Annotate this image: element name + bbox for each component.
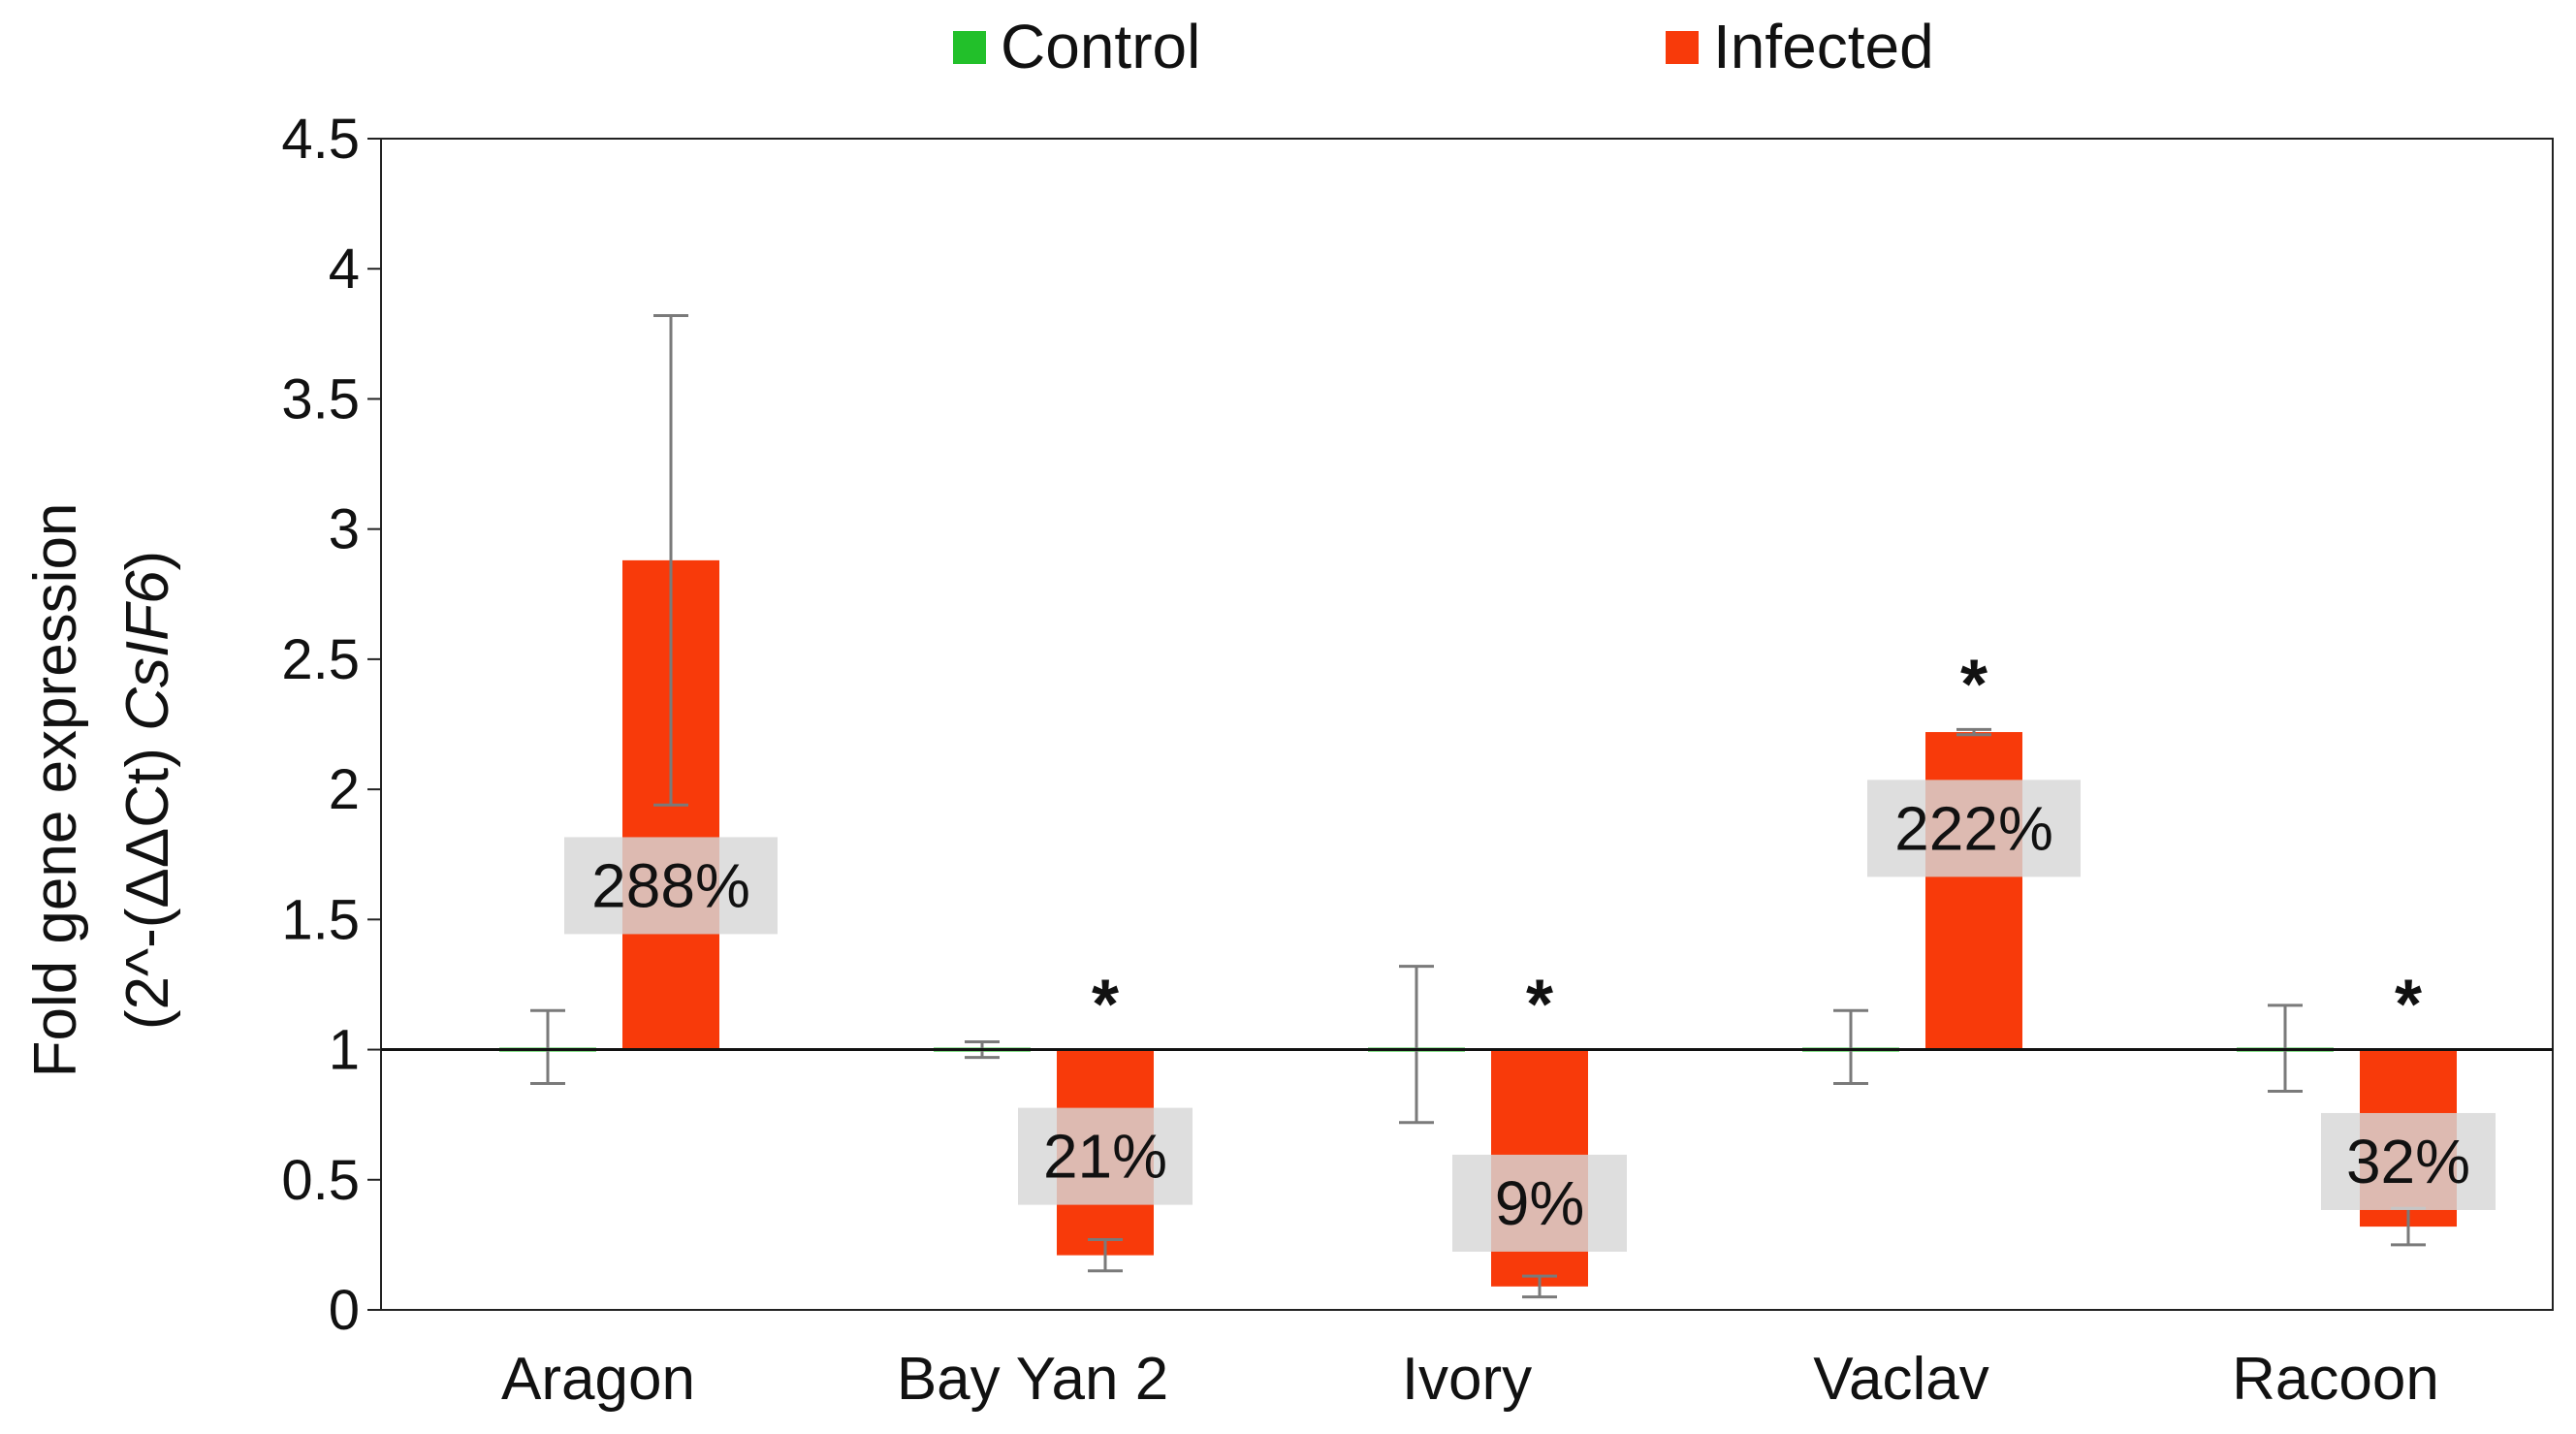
legend: Control Infected: [953, 12, 1934, 81]
percent-label-box: [1018, 1107, 1193, 1205]
percent-label: 288%: [591, 850, 750, 920]
y-axis-title-suffix: ): [114, 551, 181, 571]
y-axis-title-line2: (2^-(ΔΔCt) CsIF6): [114, 551, 181, 1030]
y-tick-label: 0: [329, 1279, 360, 1342]
percent-label: 32%: [2346, 1127, 2470, 1196]
y-tick-label: 1.5: [281, 888, 360, 951]
significance-star: *: [2395, 967, 2422, 1044]
x-category-label: Aragon: [501, 1346, 695, 1413]
legend-swatch-control: [953, 31, 986, 64]
y-axis-title-line1: Fold gene expression: [22, 503, 89, 1078]
plot-area: [380, 138, 2554, 1311]
y-tick-label: 4: [329, 238, 360, 301]
percent-label: 9%: [1495, 1168, 1585, 1238]
x-category-label: Racoon: [2232, 1346, 2439, 1413]
y-tick-label: 3: [329, 498, 360, 561]
y-tick-label: 0.5: [281, 1149, 360, 1212]
x-category-label: Ivory: [1402, 1346, 1532, 1413]
legend-label-control: Control: [1001, 12, 1200, 81]
annotations: 288% 21% * 9% * 222% * 32% *: [564, 646, 2496, 1252]
percent-label-box: [1452, 1154, 1627, 1252]
significance-star: *: [1960, 646, 1988, 723]
y-tick-label: 3.5: [281, 367, 360, 430]
percent-label-box: [1867, 780, 2081, 877]
legend-label-infected: Infected: [1713, 12, 1934, 81]
x-axis-labels: Aragon Bay Yan 2 Ivory Vaclav Racoon: [501, 1346, 2439, 1413]
percent-label: 222%: [1894, 793, 2053, 863]
y-axis-title-gene: CsIF6: [114, 570, 181, 731]
percent-label: 21%: [1043, 1122, 1167, 1192]
bar-infected-vaclav: [1925, 732, 2022, 1050]
percent-label-box: [564, 837, 778, 935]
legend-swatch-infected: [1666, 31, 1699, 64]
y-tick-label: 1: [329, 1019, 360, 1082]
x-category-label: Vaclav: [1813, 1346, 1989, 1413]
y-axis-title-prefix: (2^-(ΔΔCt): [114, 731, 181, 1030]
x-category-label: Bay Yan 2: [897, 1346, 1168, 1413]
error-bars: [530, 314, 2426, 1299]
percent-label-box: [2321, 1112, 2496, 1210]
y-axis-title: Fold gene expression (2^-(ΔΔCt) CsIF6): [22, 503, 181, 1078]
y-axis-ticks: 0 0.5 1 1.5 2 2.5 3 3.5 4 4.5: [281, 108, 381, 1342]
y-tick-label: 4.5: [281, 108, 360, 171]
significance-star: *: [1092, 967, 1119, 1044]
significance-star: *: [1526, 967, 1553, 1044]
y-tick-label: 2: [329, 758, 360, 821]
y-tick-label: 2.5: [281, 628, 360, 691]
